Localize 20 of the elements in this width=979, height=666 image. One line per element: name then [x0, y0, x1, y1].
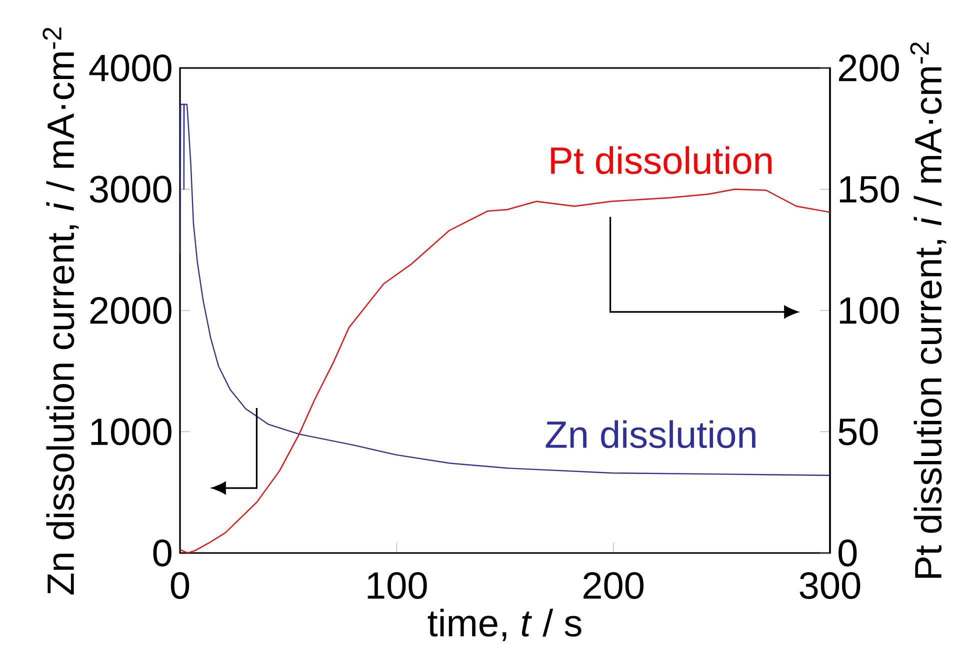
series-label: Zn disslution: [546, 420, 756, 448]
y2-axis-title: Pt disslution current, i / mA·cm$^{-2}$: [910, 42, 946, 578]
x-tick-label: 0: [170, 572, 190, 599]
x-axis-title: time, t / s: [428, 608, 582, 642]
y2-tick-label: 150: [840, 176, 899, 203]
line-series: [180, 104, 830, 476]
y-tick-label: 2000: [90, 297, 172, 324]
y2-tick-label: 200: [838, 54, 899, 82]
y-tick-label: 4000: [89, 54, 172, 82]
y-tick-label: 3000: [90, 176, 172, 203]
y-tick-label: 1000: [91, 418, 172, 446]
y2-tick-label: 100: [840, 297, 899, 324]
series-label: Pt dissolution: [551, 146, 772, 174]
x-tick-label: 200: [584, 572, 644, 599]
y2-tick-label: 0: [838, 540, 857, 566]
x-tick-label: 100: [368, 572, 427, 599]
x-tick-label: 300: [800, 572, 860, 599]
y2-tick-label: 50: [838, 418, 878, 446]
y-tick-label: 0: [153, 540, 172, 566]
y-axis-title: Zn dissolution current, i / mA·cm$^{-2}$: [42, 28, 79, 594]
